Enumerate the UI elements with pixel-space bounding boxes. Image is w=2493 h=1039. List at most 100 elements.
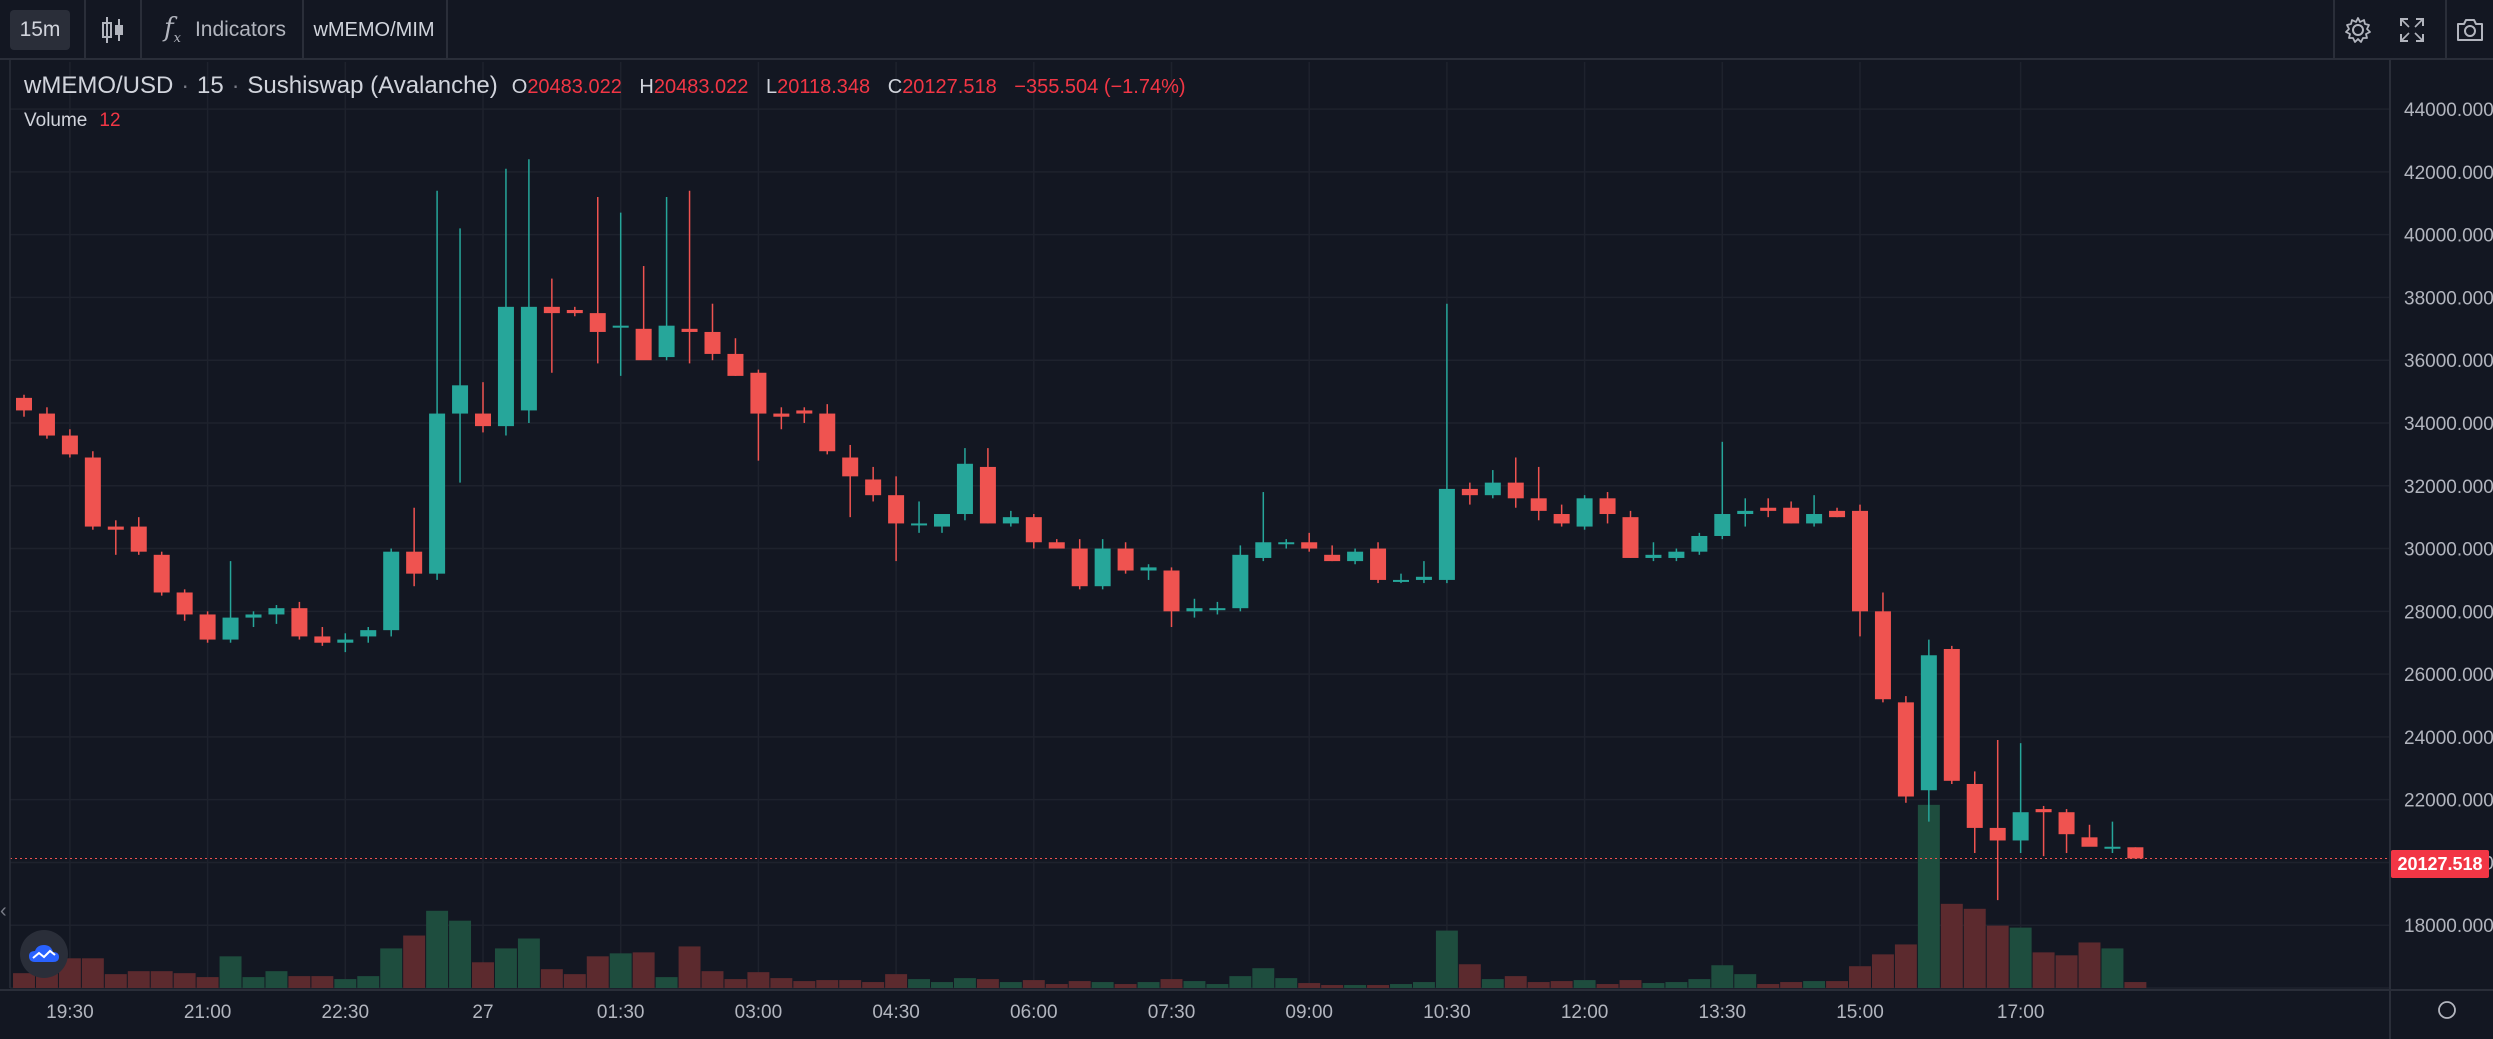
- candle-body: [153, 554, 170, 593]
- candle-body: [842, 457, 859, 477]
- candle-body: [1989, 827, 2006, 841]
- volume-bar: [517, 938, 540, 988]
- candle-body: [796, 410, 813, 414]
- y-tick-label: 28000.000: [2404, 602, 2493, 623]
- candle-body: [566, 309, 583, 314]
- candle-body: [1737, 510, 1754, 515]
- volume-bar: [2078, 942, 2101, 988]
- x-tick-label: 01:30: [597, 1002, 645, 1023]
- volume-value: 12: [99, 110, 121, 131]
- volume-bar: [586, 956, 609, 988]
- candle-body: [291, 608, 308, 637]
- candle-body: [268, 608, 285, 615]
- volume-bar: [885, 974, 908, 988]
- function-icon: fx: [163, 13, 181, 47]
- candle-body: [1048, 542, 1065, 549]
- candle-body: [865, 479, 882, 496]
- candle-body: [1209, 608, 1226, 611]
- candle-body: [1691, 535, 1708, 552]
- legend-exchange: Sushiswap (Avalanche): [247, 72, 498, 99]
- candle-body: [888, 495, 905, 524]
- volume-bar: [1412, 982, 1435, 988]
- volume-bar: [1619, 980, 1642, 988]
- volume-legend: Volume 12: [24, 110, 121, 132]
- compare-symbol-button[interactable]: wMEMO/MIM: [313, 18, 435, 41]
- candle-body: [1576, 498, 1593, 527]
- gear-icon[interactable]: [2336, 0, 2380, 60]
- volume-bar: [1940, 903, 1963, 988]
- candle-body: [543, 306, 560, 314]
- candle-body: [1301, 542, 1318, 549]
- candle-body: [520, 306, 537, 411]
- toolbar-divider: [2445, 0, 2447, 60]
- collapse-arrow-icon[interactable]: ‹: [0, 900, 7, 922]
- timeframe-button[interactable]: 15m: [10, 10, 70, 50]
- fullscreen-icon-svg: [2400, 18, 2424, 42]
- volume-bar: [1917, 804, 1940, 988]
- volume-bar: [609, 953, 632, 988]
- candle-body: [1140, 567, 1157, 571]
- candle-style-icon[interactable]: [92, 0, 134, 60]
- candlestick-chart[interactable]: 18000.00020000.00022000.00024000.0002600…: [0, 60, 2493, 1039]
- volume-bar: [494, 948, 517, 988]
- volume-bar: [1780, 982, 1803, 988]
- candle-body: [589, 313, 606, 332]
- candle-body: [1760, 507, 1777, 511]
- legend-low-key: L: [765, 76, 778, 98]
- volume-bar: [1871, 954, 1894, 988]
- y-tick-label: 42000.000: [2404, 163, 2493, 184]
- volume-bar: [81, 958, 104, 988]
- legend-close-key: C: [887, 76, 903, 98]
- candle-body: [1714, 514, 1731, 536]
- volume-bar: [403, 935, 426, 988]
- candle-body: [1163, 570, 1180, 612]
- fullscreen-icon[interactable]: [2390, 0, 2434, 60]
- candle-body: [2104, 846, 2121, 849]
- indicators-button[interactable]: fx Indicators: [150, 0, 300, 60]
- volume-label[interactable]: Volume: [24, 110, 88, 131]
- volume-bar: [288, 976, 311, 988]
- candle-body: [704, 331, 721, 354]
- candle-body: [1393, 579, 1409, 582]
- y-tick-label: 32000.000: [2404, 477, 2493, 498]
- legend-separator: ·: [231, 72, 240, 98]
- candle-body: [750, 372, 767, 414]
- candle-body: [1461, 488, 1478, 496]
- volume-bar: [1458, 964, 1481, 988]
- legend-low: 20118.348: [777, 76, 871, 98]
- candle-body: [1255, 542, 1272, 558]
- volume-bar: [1435, 930, 1458, 988]
- tradingview-logo[interactable]: [20, 930, 68, 978]
- y-tick-label: 44000.000: [2404, 100, 2493, 121]
- candle-body: [911, 523, 928, 526]
- legend-ohlc: O20483.022 H20483.022 L20118.348 C20127.…: [512, 76, 1198, 99]
- volume-bar: [13, 973, 35, 988]
- candle-body: [1829, 510, 1846, 518]
- volume-bar: [1849, 966, 1871, 988]
- volume-bar: [449, 920, 472, 988]
- volume-bar: [1390, 984, 1412, 988]
- y-tick-label: 24000.000: [2404, 728, 2493, 749]
- camera-icon[interactable]: [2448, 0, 2492, 60]
- volume-bar: [1504, 976, 1527, 988]
- candle-body: [222, 617, 239, 640]
- toolbar-divider: [446, 0, 448, 60]
- candle-body: [1438, 488, 1455, 580]
- volume-bar: [242, 977, 265, 988]
- candle-body: [819, 413, 836, 452]
- axis-settings-icon: [2438, 1001, 2456, 1019]
- candle-body: [2081, 837, 2098, 847]
- candle-body: [1920, 655, 1937, 791]
- volume-bar: [908, 979, 931, 988]
- candle-body: [1117, 548, 1134, 571]
- legend-close: 20127.518: [902, 76, 997, 98]
- y-tick-label: 22000.000: [2404, 791, 2493, 812]
- volume-bar: [1688, 979, 1711, 988]
- volume-bar: [1550, 981, 1573, 988]
- candle-body: [956, 463, 973, 515]
- volume-bar: [380, 948, 403, 988]
- volume-bar: [357, 976, 380, 988]
- legend-symbol[interactable]: wMEMO/USD: [24, 72, 174, 99]
- volume-bar: [1803, 981, 1826, 988]
- volume-bar: [219, 956, 242, 988]
